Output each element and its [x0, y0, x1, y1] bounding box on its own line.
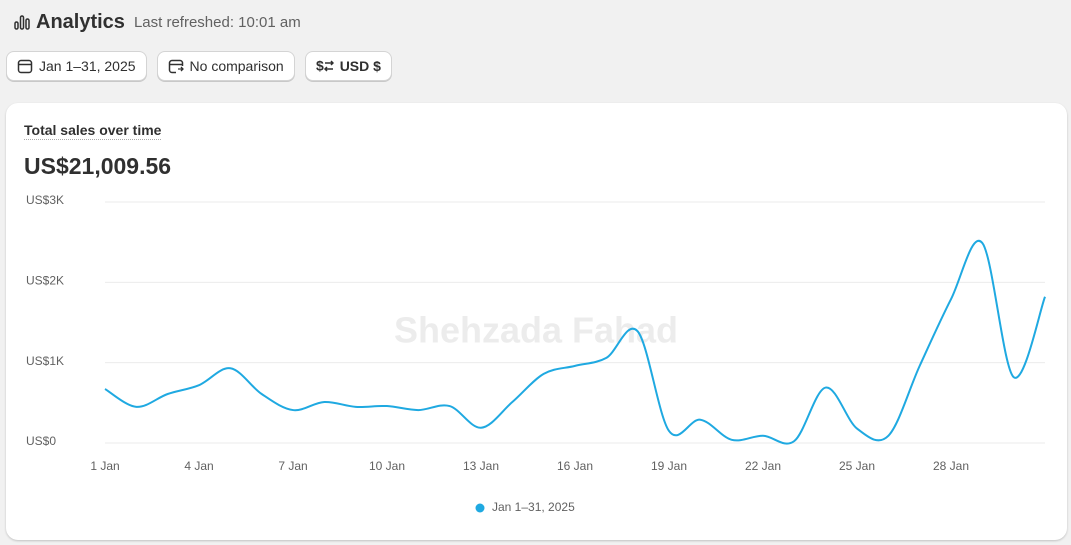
button-label: Jan 1–31, 2025 — [39, 58, 136, 74]
x-tick-label: 28 Jan — [933, 459, 969, 473]
button-label: USD $ — [339, 58, 381, 74]
svg-text:$: $ — [316, 58, 324, 74]
date-range-button[interactable]: Jan 1–31, 2025 — [6, 51, 147, 81]
refresh-time: Last refreshed: 10:01 am — [133, 13, 301, 31]
button-label: No comparison — [189, 58, 284, 74]
chart-title: Total sales over time — [24, 122, 162, 140]
calendar-compare-icon — [168, 59, 184, 74]
y-tick-label: US$2K — [26, 274, 64, 288]
analytics-icon — [14, 15, 30, 30]
x-tick-label: 1 Jan — [90, 459, 119, 473]
y-tick-label: US$0 — [26, 434, 56, 448]
sales-line — [104, 239, 1046, 445]
comparison-button[interactable]: No comparison — [156, 51, 295, 81]
page-title: Analytics — [36, 10, 125, 33]
header: Analytics Last refreshed: 10:01 am — [14, 10, 301, 34]
x-tick-label: 13 Jan — [463, 459, 499, 473]
x-tick-label: 4 Jan — [184, 459, 213, 473]
x-tick-label: 10 Jan — [369, 459, 405, 473]
calendar-icon — [17, 59, 33, 74]
x-tick-label: 16 Jan — [557, 459, 593, 473]
y-tick-label: US$3K — [26, 193, 64, 207]
legend-label: Jan 1–31, 2025 — [492, 500, 575, 514]
x-tick-label: 7 Jan — [278, 459, 307, 473]
currency-icon: $ — [316, 58, 334, 74]
chart-card: Shehzada Fahad US$0 US$1K US$2K US$3K 1 Jan 4… — [6, 103, 1067, 540]
y-tick-label: US$1K — [26, 354, 64, 368]
x-tick-label: 22 Jan — [745, 459, 781, 473]
currency-button[interactable]: $ USD $ — [304, 51, 392, 81]
x-tick-label: 19 Jan — [651, 459, 687, 473]
total-value: US$21,009.56 — [24, 153, 172, 179]
x-tick-label: 25 Jan — [839, 459, 875, 473]
legend-marker — [475, 503, 485, 513]
toolbar: Jan 1–31, 2025 No comparison $ USD $ — [6, 51, 392, 81]
